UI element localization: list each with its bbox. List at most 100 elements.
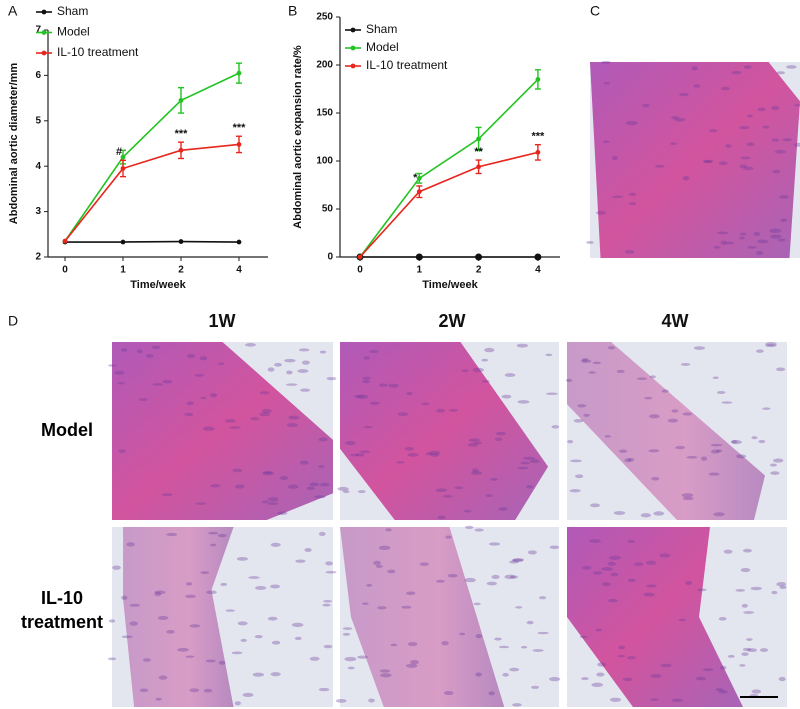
nucleus bbox=[318, 687, 330, 692]
nucleus bbox=[510, 575, 519, 579]
significance-annotation: * bbox=[413, 172, 418, 184]
nucleus bbox=[777, 238, 786, 242]
nucleus bbox=[218, 660, 226, 665]
nucleus bbox=[517, 400, 530, 404]
legend-marker bbox=[41, 9, 47, 15]
nucleus bbox=[619, 449, 628, 453]
nucleus bbox=[154, 592, 162, 597]
nucleus bbox=[337, 486, 349, 491]
nucleus bbox=[715, 688, 724, 692]
nucleus bbox=[297, 369, 309, 373]
nucleus bbox=[404, 447, 414, 451]
nucleus bbox=[261, 408, 272, 414]
nucleus bbox=[718, 616, 727, 621]
data-point bbox=[476, 164, 481, 170]
nucleus bbox=[250, 417, 260, 421]
x-tick-label: 2 bbox=[178, 265, 184, 276]
nucleus bbox=[756, 349, 764, 353]
nucleus bbox=[601, 60, 611, 64]
nucleus bbox=[112, 565, 121, 570]
nucleus bbox=[716, 390, 726, 394]
legend-label: IL-10 treatment bbox=[366, 58, 448, 72]
nucleus bbox=[442, 494, 453, 498]
nucleus bbox=[248, 576, 260, 579]
x-tick-label: 1 bbox=[417, 265, 423, 276]
nucleus bbox=[736, 454, 747, 459]
nucleus bbox=[794, 103, 800, 107]
nucleus bbox=[640, 513, 652, 518]
nucleus bbox=[435, 488, 448, 493]
nucleus bbox=[485, 494, 493, 498]
nucleus bbox=[362, 602, 369, 605]
nucleus bbox=[581, 677, 589, 681]
nucleus bbox=[368, 698, 375, 703]
nucleus bbox=[551, 425, 560, 429]
nucleus bbox=[501, 394, 512, 399]
nucleus bbox=[295, 559, 306, 563]
nucleus bbox=[743, 611, 755, 614]
nucleus bbox=[447, 573, 458, 578]
nucleus bbox=[421, 402, 430, 406]
nucleus bbox=[298, 348, 310, 352]
nucleus bbox=[406, 392, 413, 396]
nucleus bbox=[255, 586, 267, 590]
nucleus bbox=[617, 654, 626, 658]
nucleus bbox=[765, 344, 777, 348]
nucleus bbox=[287, 484, 299, 489]
nucleus bbox=[232, 468, 243, 473]
nucleus bbox=[496, 431, 506, 436]
nucleus bbox=[743, 65, 752, 69]
nucleus bbox=[353, 394, 364, 399]
y-tick-label: 0 bbox=[327, 252, 333, 263]
nucleus bbox=[139, 688, 149, 693]
data-point bbox=[178, 97, 184, 103]
nucleus bbox=[545, 392, 558, 395]
nucleus bbox=[509, 667, 520, 672]
nucleus bbox=[291, 622, 304, 628]
nucleus bbox=[366, 584, 373, 587]
nucleus bbox=[463, 510, 472, 513]
nucleus bbox=[609, 555, 621, 560]
nucleus bbox=[309, 482, 320, 487]
nucleus bbox=[628, 192, 637, 196]
y-tick-label: 150 bbox=[316, 108, 333, 119]
nucleus bbox=[627, 656, 636, 660]
nucleus bbox=[151, 345, 161, 350]
nucleus bbox=[710, 449, 720, 454]
nucleus bbox=[441, 641, 449, 646]
nucleus bbox=[746, 142, 755, 147]
nucleus bbox=[126, 542, 135, 547]
nucleus bbox=[771, 138, 779, 142]
nucleus bbox=[357, 655, 369, 659]
nucleus bbox=[591, 682, 604, 688]
x-tick-label: 4 bbox=[535, 265, 541, 276]
nucleus bbox=[467, 442, 479, 447]
nucleus bbox=[405, 663, 418, 668]
nucleus bbox=[464, 577, 476, 583]
nucleus bbox=[475, 672, 482, 677]
nucleus bbox=[529, 459, 540, 464]
legend-label: Sham bbox=[366, 22, 397, 36]
nucleus bbox=[378, 545, 391, 550]
nucleus bbox=[200, 396, 207, 400]
nucleus bbox=[650, 698, 659, 701]
nucleus bbox=[189, 624, 201, 628]
nucleus bbox=[387, 569, 396, 574]
nucleus bbox=[646, 560, 657, 565]
nucleus bbox=[660, 663, 672, 668]
nucleus bbox=[611, 155, 618, 161]
nucleus bbox=[350, 453, 359, 457]
y-tick-label: 100 bbox=[316, 156, 333, 167]
legend-marker bbox=[41, 50, 47, 56]
nucleus bbox=[121, 635, 133, 639]
nucleus bbox=[597, 662, 607, 667]
x-axis-title: Time/week bbox=[422, 279, 478, 291]
x-tick-label: 0 bbox=[62, 265, 68, 276]
nucleus bbox=[385, 528, 392, 532]
legend-marker bbox=[41, 30, 47, 35]
nucleus bbox=[498, 645, 510, 649]
nucleus bbox=[284, 358, 296, 363]
row-label: Model bbox=[41, 420, 93, 440]
nucleus bbox=[486, 581, 497, 586]
nucleus bbox=[498, 507, 508, 511]
